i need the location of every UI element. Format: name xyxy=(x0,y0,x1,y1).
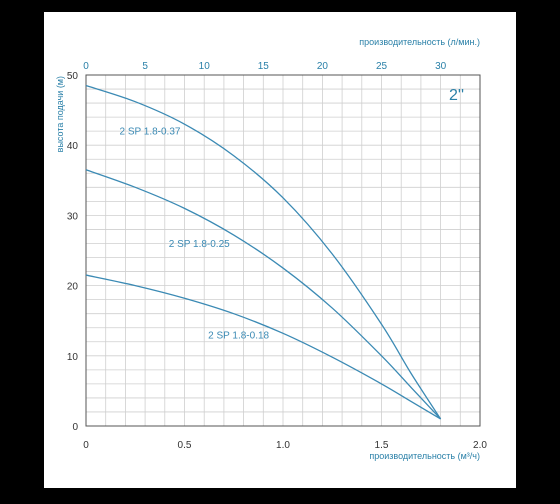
top-axis-label: производительность (л/мин.) xyxy=(359,37,480,47)
top-tick-label: 25 xyxy=(376,61,388,72)
top-tick-label: 20 xyxy=(317,61,329,72)
curve-label-1: 2 SP 1.8-0.37 xyxy=(119,127,180,138)
x-tick-label: 1.0 xyxy=(276,440,290,451)
top-tick-label: 30 xyxy=(435,61,447,72)
chart-panel: 0 10 20 30 40 50 0 0.5 1.0 1.5 2.0 0 5 10 15 20 25 30 2… xyxy=(44,12,516,488)
y-tick-label: 10 xyxy=(67,352,79,363)
pump-curve-chart: 0 10 20 30 40 50 0 0.5 1.0 1.5 2.0 0 5 10 15 20 25 30 2… xyxy=(55,37,487,461)
pump-curve-2 xyxy=(85,169,442,420)
x-axis-ticks: 0 0.5 1.0 1.5 2.0 xyxy=(83,440,487,451)
y-tick-label: 50 xyxy=(67,71,79,82)
size-badge: 2'' xyxy=(449,87,464,104)
x-tick-label: 2.0 xyxy=(473,440,487,451)
plot-border xyxy=(85,74,481,427)
y-tick-label: 40 xyxy=(67,141,79,152)
top-axis-ticks: 0 5 10 15 20 25 30 xyxy=(83,61,446,72)
top-tick-label: 15 xyxy=(258,61,270,72)
y-axis-ticks: 0 10 20 30 40 50 xyxy=(67,71,79,433)
x-tick-label: 0 xyxy=(83,440,89,451)
top-tick-label: 5 xyxy=(142,61,148,72)
x-axis-label: производительность (м³/ч) xyxy=(369,451,480,461)
gridlines xyxy=(86,75,480,426)
curve-labels: 2 SP 1.8-0.37 2 SP 1.8-0.25 2 SP 1.8-0.18 xyxy=(119,127,269,342)
pump-curves xyxy=(85,84,442,420)
pump-curve-3 xyxy=(85,274,441,420)
y-tick-label: 20 xyxy=(67,282,79,293)
y-axis-label: высота подачи (м) xyxy=(55,76,65,152)
x-tick-label: 1.5 xyxy=(375,440,389,451)
y-tick-label: 0 xyxy=(72,422,78,433)
pump-curve-1 xyxy=(85,84,442,420)
curve-label-2: 2 SP 1.8-0.25 xyxy=(169,239,230,250)
x-tick-label: 0.5 xyxy=(178,440,192,451)
curve-label-3: 2 SP 1.8-0.18 xyxy=(208,330,269,341)
top-tick-label: 10 xyxy=(199,61,211,72)
y-tick-label: 30 xyxy=(67,211,79,222)
top-tick-label: 0 xyxy=(83,61,89,72)
